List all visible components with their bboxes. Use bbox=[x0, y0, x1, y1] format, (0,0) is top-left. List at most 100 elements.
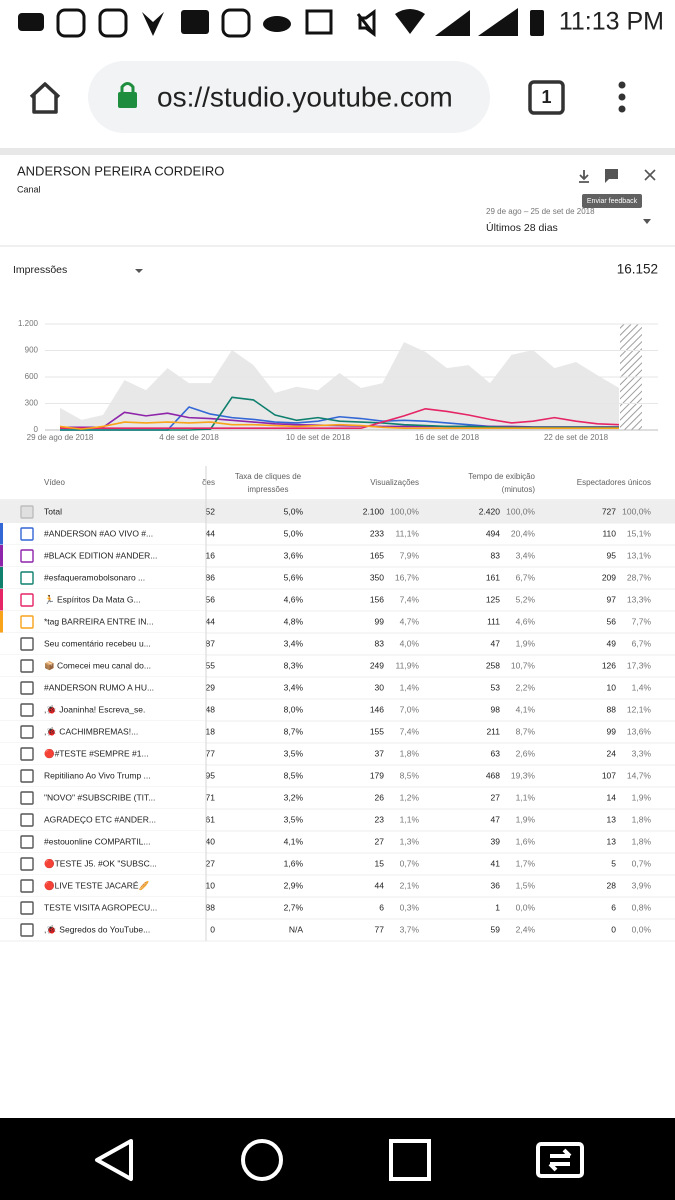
name-cell-bg bbox=[0, 501, 206, 523]
table-cell: 161 bbox=[486, 572, 500, 582]
table-cell: 13,1% bbox=[627, 550, 652, 560]
row-checkbox[interactable] bbox=[20, 835, 34, 849]
row-checkbox[interactable] bbox=[20, 637, 34, 651]
table-cell: 13,3% bbox=[627, 594, 652, 604]
video-title: 🔴TESTE J5. #OK "SUBSC... bbox=[44, 858, 157, 868]
x-tick-label: 22 de set de 2018 bbox=[544, 433, 609, 442]
series-color-bar bbox=[0, 611, 3, 633]
close-button[interactable] bbox=[644, 169, 656, 181]
row-checkbox[interactable] bbox=[20, 791, 34, 805]
table-cell: 44 bbox=[206, 528, 216, 538]
table-cell: 95 bbox=[607, 550, 617, 560]
video-title: Repitiliano Ao Vivo Trump ... bbox=[44, 770, 151, 780]
name-cell-bg bbox=[0, 919, 206, 941]
column-header: (minutos) bbox=[502, 485, 536, 494]
period-selector[interactable]: Últimos 28 dias bbox=[486, 221, 558, 234]
back-button[interactable] bbox=[95, 1139, 133, 1181]
row-checkbox[interactable] bbox=[20, 571, 34, 585]
table-cell: 95 bbox=[206, 770, 216, 780]
download-button[interactable] bbox=[579, 170, 589, 183]
name-cell-bg bbox=[0, 589, 206, 611]
table-cell: 49 bbox=[607, 638, 617, 648]
tooltip bbox=[582, 194, 642, 208]
table-cell: 19,3% bbox=[511, 770, 536, 780]
table-cell: 3,4% bbox=[284, 682, 304, 692]
rotate-button[interactable] bbox=[536, 1142, 584, 1178]
table-cell: 100,0% bbox=[390, 506, 419, 516]
table-cell: 1 bbox=[495, 902, 500, 912]
row-checkbox[interactable] bbox=[20, 725, 34, 739]
name-cell-bg bbox=[0, 721, 206, 743]
row-checkbox[interactable] bbox=[20, 593, 34, 607]
row-checkbox[interactable] bbox=[20, 747, 34, 761]
url-bar[interactable] bbox=[88, 61, 490, 133]
video-title: 🏃 Espíritos Da Mata G... bbox=[44, 594, 141, 604]
period-dropdown-arrow[interactable] bbox=[643, 219, 651, 224]
table-cell: 8,0% bbox=[284, 704, 304, 714]
video-title: *tag BARREIRA ENTRE IN... bbox=[44, 616, 154, 626]
row-checkbox[interactable] bbox=[20, 923, 34, 937]
table-cell: 3,9% bbox=[632, 880, 652, 890]
series-color-bar bbox=[0, 523, 3, 545]
channel-title: ANDERSON PEREIRA CORDEIRO bbox=[17, 163, 224, 178]
feedback-button[interactable] bbox=[605, 169, 618, 183]
table-cell: 100,0% bbox=[506, 506, 535, 516]
video-title: "NOVO" #SUBSCRIBE (TIT... bbox=[44, 792, 155, 802]
table-cell: 7,4% bbox=[400, 726, 420, 736]
table-cell: 16,7% bbox=[395, 572, 420, 582]
column-header: Vídeo bbox=[44, 478, 65, 487]
table-cell: 41 bbox=[491, 858, 501, 868]
table-cell: 1,8% bbox=[632, 814, 652, 824]
row-checkbox[interactable] bbox=[20, 549, 34, 563]
table-cell: 1,4% bbox=[632, 682, 652, 692]
metric-dropdown-arrow[interactable] bbox=[135, 269, 143, 273]
table-cell: 1,1% bbox=[400, 814, 420, 824]
name-cell-bg bbox=[0, 853, 206, 875]
row-checkbox[interactable] bbox=[20, 527, 34, 541]
row-checkbox[interactable] bbox=[20, 813, 34, 827]
table-cell: 3,4% bbox=[516, 550, 536, 560]
video-title: #BLACK EDITION #ANDER... bbox=[44, 550, 157, 560]
menu-button[interactable] bbox=[618, 81, 626, 113]
home-button[interactable] bbox=[29, 82, 61, 114]
table-cell: 27 bbox=[375, 836, 385, 846]
row-checkbox[interactable] bbox=[20, 879, 34, 893]
row-checkbox[interactable] bbox=[20, 659, 34, 673]
table-cell: 4,8% bbox=[284, 616, 304, 626]
table-cell: 1,9% bbox=[632, 792, 652, 802]
table-cell: 83 bbox=[375, 638, 385, 648]
table-cell: 156 bbox=[370, 594, 384, 604]
row-checkbox[interactable] bbox=[20, 615, 34, 629]
status-icons bbox=[18, 8, 544, 38]
table-cell: 63 bbox=[491, 748, 501, 758]
table-cell: 16 bbox=[206, 550, 216, 560]
table-cell: 11,1% bbox=[396, 528, 420, 538]
name-cell-bg bbox=[0, 699, 206, 721]
table-cell: 11,9% bbox=[396, 660, 420, 670]
row-checkbox[interactable] bbox=[20, 505, 34, 519]
table-cell: 44 bbox=[375, 880, 385, 890]
metric-selector[interactable]: Impressões bbox=[13, 264, 67, 276]
row-checkbox[interactable] bbox=[20, 769, 34, 783]
video-title: TESTE VISITA AGROPECU... bbox=[44, 902, 157, 912]
recents-button[interactable] bbox=[389, 1139, 431, 1181]
row-checkbox[interactable] bbox=[20, 857, 34, 871]
table-cell: 727 bbox=[602, 506, 616, 516]
row-checkbox[interactable] bbox=[20, 681, 34, 695]
home-nav-button[interactable] bbox=[241, 1139, 283, 1181]
x-tick-label: 29 de ago de 2018 bbox=[27, 433, 94, 442]
row-checkbox[interactable] bbox=[20, 901, 34, 915]
tab-switcher[interactable] bbox=[528, 80, 565, 115]
table-cell: 1,8% bbox=[400, 748, 420, 758]
table-cell: 17,3% bbox=[627, 660, 652, 670]
row-checkbox[interactable] bbox=[20, 703, 34, 717]
video-title: AGRADEÇO ETC #ANDER... bbox=[44, 814, 156, 824]
table-cell: 8,7% bbox=[284, 726, 304, 736]
table-cell: 3,2% bbox=[284, 792, 304, 802]
table-cell: 8,7% bbox=[516, 726, 536, 736]
url-text[interactable]: os://studio.youtube.com bbox=[157, 81, 453, 112]
name-cell-bg bbox=[0, 633, 206, 655]
table-cell: 8,5% bbox=[284, 770, 304, 780]
metric-total: 16.152 bbox=[617, 262, 658, 277]
